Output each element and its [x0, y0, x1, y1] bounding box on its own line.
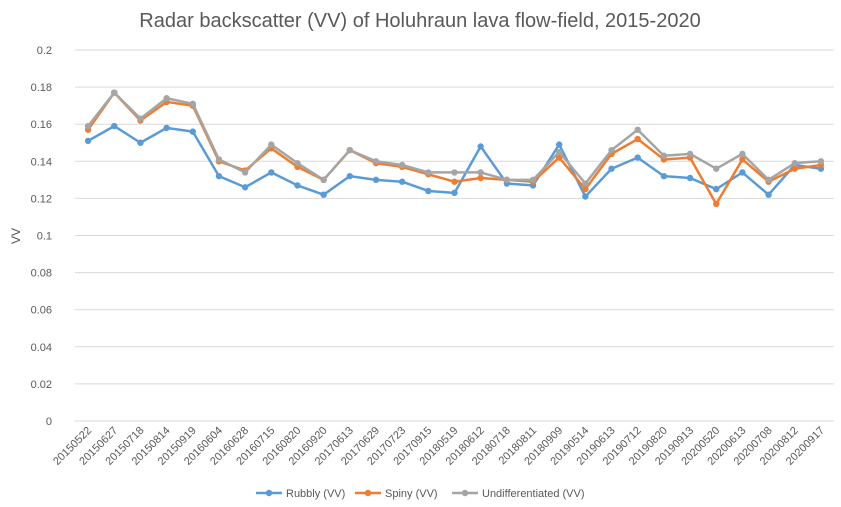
data-point [765, 191, 772, 198]
x-axis-ticks: 2015052220150627201507182015081420150919… [51, 425, 827, 468]
data-point [241, 184, 249, 191]
data-point [713, 165, 720, 172]
data-point [346, 146, 354, 154]
data-point [660, 172, 668, 180]
data-point [555, 141, 563, 148]
series-rubbly-vv [84, 122, 825, 200]
data-point [713, 185, 720, 193]
data-point [739, 156, 746, 163]
data-point [660, 152, 668, 159]
data-point [268, 169, 275, 176]
legend-swatch-marker [265, 489, 273, 497]
data-point [634, 154, 641, 161]
legend-item: Spiny (VV) [355, 488, 438, 500]
y-tick-label: 0.02 [31, 379, 52, 391]
legend-swatch-marker [364, 489, 372, 497]
data-point [189, 128, 196, 135]
data-point [84, 137, 92, 145]
y-tick-label: 0.2 [37, 45, 52, 57]
data-point [372, 158, 380, 165]
data-point [425, 187, 432, 195]
data-point [791, 165, 798, 172]
data-point [555, 148, 563, 156]
y-tick-label: 0.14 [31, 156, 52, 168]
data-point [817, 158, 825, 165]
y-tick-label: 0.16 [31, 119, 52, 131]
data-point [294, 159, 301, 167]
data-point [215, 156, 223, 163]
data-point [111, 122, 118, 130]
data-point [425, 169, 432, 176]
data-point [84, 122, 92, 130]
legend-swatch-marker [461, 489, 469, 497]
y-tick-label: 0.1 [37, 231, 52, 243]
y-tick-label: 0 [46, 416, 52, 428]
data-point [765, 176, 772, 184]
data-point [372, 176, 380, 184]
data-point [686, 174, 694, 182]
y-axis-ticks: 0 0.02 0.04 0.06 0.08 0.1 0.12 0.14 0.16 0.18 0.2 [31, 45, 52, 428]
data-point [320, 191, 327, 198]
legend-label: Undifferentiated (VV) [482, 488, 585, 500]
y-tick-label: 0.04 [31, 342, 52, 354]
data-point [739, 150, 746, 158]
data-point [137, 139, 144, 146]
series-undifferentiated-vv [84, 89, 825, 187]
data-point [346, 172, 354, 180]
data-point [137, 115, 144, 122]
data-point [529, 176, 537, 184]
data-point [739, 169, 746, 176]
legend-item: Undifferentiated (VV) [452, 488, 585, 500]
legend: Rubbly (VV) Spiny (VV) Undifferentiated (V… [256, 488, 585, 500]
data-point [634, 135, 641, 143]
y-tick-label: 0.12 [31, 193, 52, 205]
data-point [634, 126, 641, 133]
data-point [582, 193, 589, 200]
gridlines [75, 49, 834, 422]
legend-label: Spiny (VV) [385, 488, 438, 500]
data-point [451, 169, 458, 176]
data-point [477, 143, 484, 150]
legend-label: Rubbly (VV) [286, 488, 345, 500]
data-point [189, 100, 196, 107]
data-point [582, 185, 589, 193]
chart-title: Radar backscatter (VV) of Holuhraun lava… [139, 10, 700, 32]
data-point [320, 176, 327, 184]
data-point [686, 150, 694, 158]
data-point [608, 146, 615, 154]
data-point [294, 182, 301, 189]
data-point [503, 176, 511, 184]
data-point [163, 124, 170, 132]
y-tick-label: 0.06 [31, 305, 52, 317]
data-point [451, 189, 458, 197]
legend-item: Rubbly (VV) [256, 488, 345, 500]
data-point [268, 141, 275, 148]
data-point [451, 178, 458, 185]
series-group [84, 89, 825, 208]
y-tick-label: 0.08 [31, 268, 52, 280]
data-point [477, 174, 484, 182]
data-point [163, 95, 170, 102]
data-point [477, 169, 484, 176]
data-point [241, 169, 249, 176]
data-point [713, 200, 720, 208]
y-axis-label: VV [9, 228, 23, 244]
data-point [791, 159, 798, 167]
data-point [608, 165, 615, 172]
data-point [215, 172, 223, 180]
data-point [555, 154, 563, 161]
data-point [582, 180, 589, 187]
y-tick-label: 0.18 [31, 82, 52, 94]
data-point [398, 161, 406, 169]
data-point [111, 89, 118, 96]
data-point [398, 178, 406, 185]
